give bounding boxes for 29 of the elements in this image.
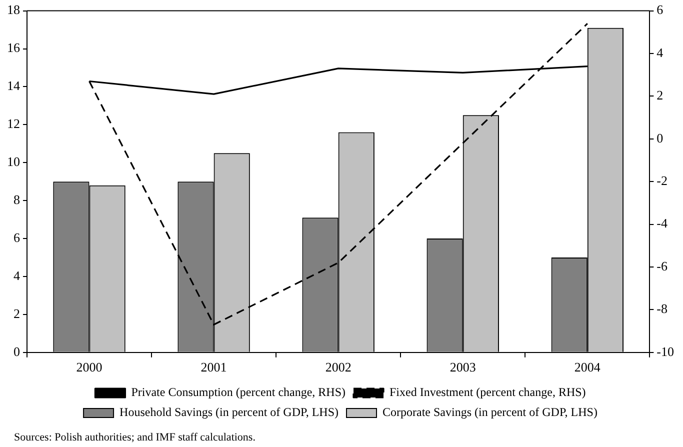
y-tick-label: 4	[14, 268, 20, 283]
legend-label: Corporate Savings (in percent of GDP, LHS)	[382, 405, 598, 420]
y-tick-label: 6	[14, 230, 20, 245]
y2-tick-label: -8	[656, 301, 668, 316]
legend-label: Fixed Investment (percent change, RHS)	[390, 385, 586, 400]
y-tick-label: 12	[7, 116, 20, 132]
x-tick-label: 2001	[200, 360, 227, 375]
y2-tick-label: -2	[656, 173, 668, 188]
y2-tick-label: -6	[656, 258, 668, 274]
y-tick-label: 2	[14, 306, 20, 321]
legend-label: Household Savings (in percent of GDP, LHS)	[120, 405, 339, 420]
y2-tick-label: 2	[656, 88, 664, 103]
y2-tick-label: 0	[656, 130, 664, 146]
y-tick-label: 16	[7, 40, 20, 56]
y2-tick-label: 4	[656, 44, 664, 60]
y-tick-label: 0	[14, 344, 20, 359]
x-tick-label: 2003	[450, 360, 476, 375]
y2-tick-label: -4	[656, 216, 668, 231]
y2-tick-label: -10	[656, 344, 674, 359]
y-tick-label: 14	[7, 78, 20, 94]
source-note: Sources: Polish authorities; and IMF staff calculations.	[14, 431, 256, 444]
y-tick-label: 18	[7, 2, 20, 18]
x-tick-label: 2004	[574, 360, 601, 375]
legend-label: Private Consumption (percent change, RHS)	[131, 385, 346, 400]
x-tick-label: 2002	[325, 360, 352, 375]
y-tick-label: 8	[14, 192, 20, 207]
y-tick-label: 10	[7, 154, 20, 170]
x-tick-label: 2000	[76, 360, 102, 375]
y2-tick-label: 6	[656, 2, 664, 18]
